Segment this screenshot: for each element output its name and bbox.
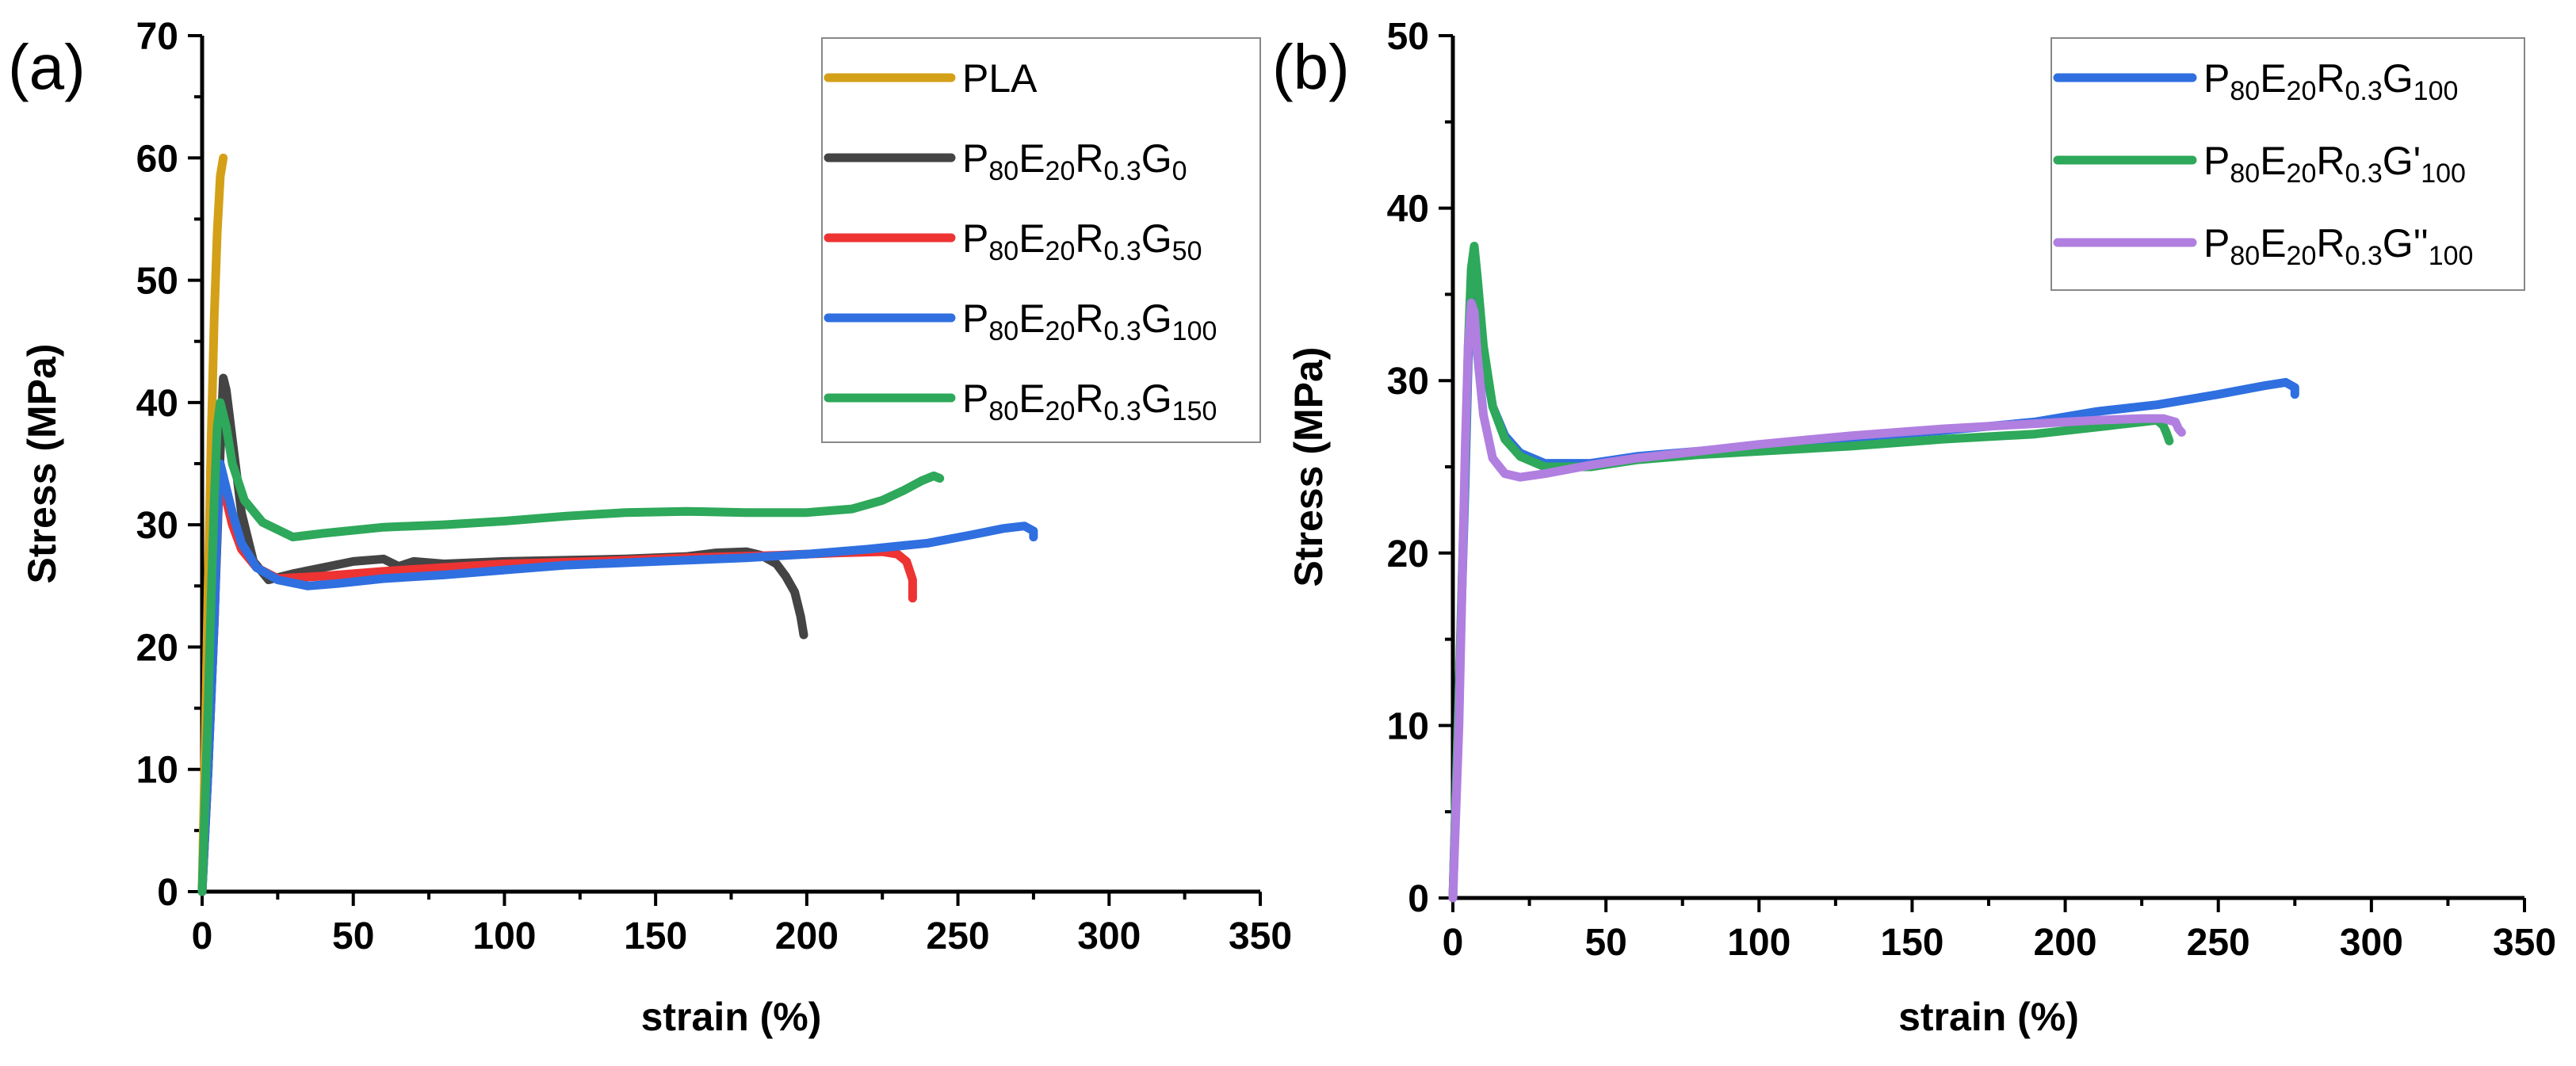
panel-label-a: (a) — [8, 32, 86, 102]
x-tick-label-b: 350 — [2493, 922, 2556, 964]
y-tick-label-a: 60 — [136, 138, 178, 180]
x-tick-label-b: 50 — [1584, 922, 1626, 964]
series-line-b-0 — [1448, 255, 2299, 903]
y-tick-label-b: 20 — [1387, 533, 1429, 575]
x-tick-label-a: 350 — [1229, 915, 1292, 957]
x-tick-label-b: 150 — [1880, 922, 1943, 964]
series-line-a-3 — [197, 459, 1038, 896]
series-line-b-1 — [1448, 242, 2174, 903]
y-tick-label-b: 10 — [1387, 705, 1429, 747]
legend-label-a-2: P80E20R0.3G50 — [962, 216, 1202, 266]
x-axis-title-b: strain (%) — [1898, 995, 2079, 1039]
legend-label-b-1: P80E20R0.3G'100 — [2203, 139, 2466, 189]
chart-panel-b: 0 50 100 150 200 250 300 350 0 10 20 30 40 50 strain (… — [1272, 16, 2556, 1039]
series-line-a-4 — [197, 398, 945, 896]
legend-label-a-4: P80E20R0.3G150 — [962, 376, 1217, 426]
x-tick-label-b: 250 — [2187, 922, 2250, 964]
x-tick-label-a: 50 — [332, 915, 374, 957]
legend-label-a-1: P80E20R0.3G0 — [962, 136, 1187, 186]
y-axis-title-b: Stress (MPa) — [1286, 347, 1331, 587]
x-tick-label-a: 100 — [472, 915, 536, 957]
legend-label-b-0: P80E20R0.3G100 — [2203, 56, 2458, 106]
y-tick-label-b: 50 — [1387, 16, 1429, 58]
x-tick-label-b: 300 — [2340, 922, 2403, 964]
y-tick-label-b: 0 — [1408, 878, 1429, 920]
legend-label-a-0: PLA — [962, 56, 1038, 101]
y-tick-label-a: 40 — [136, 383, 178, 425]
x-tick-label-b: 200 — [2034, 922, 2097, 964]
y-tick-label-a: 30 — [136, 505, 178, 547]
y-tick-label-b: 40 — [1387, 189, 1429, 231]
x-tick-label-b: 100 — [1727, 922, 1791, 964]
y-tick-label-a: 10 — [136, 750, 178, 792]
x-tick-label-a: 200 — [775, 915, 839, 957]
series-line-b-2 — [1448, 298, 2186, 903]
panel-label-b: (b) — [1272, 32, 1350, 102]
x-tick-label-a: 250 — [927, 915, 990, 957]
legend-label-a-3: P80E20R0.3G100 — [962, 296, 1217, 346]
x-axis-title-a: strain (%) — [641, 995, 822, 1039]
x-tick-label-a: 150 — [624, 915, 687, 957]
x-tick-label-a: 0 — [192, 915, 213, 957]
chart-panel-a: 0 50 100 150 200 250 300 350 0 10 20 30 40 50 60 70 stra… — [8, 16, 1292, 1039]
y-tick-label-b: 30 — [1387, 361, 1429, 403]
x-tick-label-b: 0 — [1443, 922, 1464, 964]
y-tick-label-a: 70 — [136, 16, 178, 58]
x-tick-label-a: 300 — [1077, 915, 1141, 957]
y-tick-label-a: 0 — [157, 872, 178, 914]
y-axis-title-a: Stress (MPa) — [20, 344, 64, 584]
y-tick-label-a: 50 — [136, 261, 178, 303]
legend-label-b-2: P80E20R0.3G''100 — [2203, 221, 2473, 271]
y-tick-label-a: 20 — [136, 627, 178, 669]
series-line-a-1 — [197, 373, 808, 896]
